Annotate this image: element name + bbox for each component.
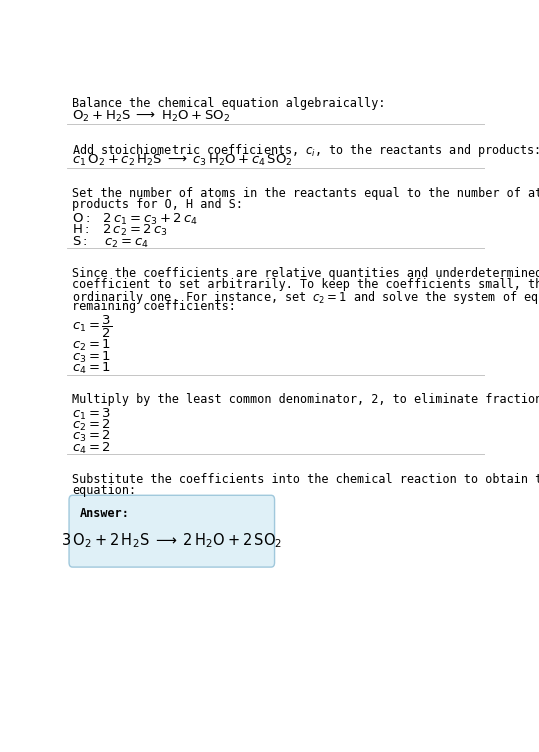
Text: Substitute the coefficients into the chemical reaction to obtain the balanced: Substitute the coefficients into the che… bbox=[72, 473, 539, 486]
Text: $c_3 = 1$: $c_3 = 1$ bbox=[72, 350, 112, 365]
Text: products for O, H and S:: products for O, H and S: bbox=[72, 199, 244, 211]
Text: $c_1\,\mathrm{O_2} + c_2\,\mathrm{H_2S} \;\longrightarrow\; c_3\,\mathrm{H_2O} +: $c_1\,\mathrm{O_2} + c_2\,\mathrm{H_2S} … bbox=[72, 153, 293, 168]
Text: Balance the chemical equation algebraically:: Balance the chemical equation algebraica… bbox=[72, 97, 386, 111]
Text: equation:: equation: bbox=[72, 484, 136, 497]
Text: remaining coefficients:: remaining coefficients: bbox=[72, 301, 236, 314]
Text: Multiply by the least common denominator, 2, to eliminate fractional coefficient: Multiply by the least common denominator… bbox=[72, 393, 539, 406]
Text: $c_2 = 2$: $c_2 = 2$ bbox=[72, 418, 112, 433]
Text: $c_1 = \dfrac{3}{2}$: $c_1 = \dfrac{3}{2}$ bbox=[72, 314, 113, 340]
Text: ordinarily one. For instance, set $c_2 = 1$ and solve the system of equations fo: ordinarily one. For instance, set $c_2 =… bbox=[72, 289, 539, 306]
Text: $c_4 = 2$: $c_4 = 2$ bbox=[72, 441, 112, 456]
Text: $\mathrm{O_2 + H_2S} \;\longrightarrow\; \mathrm{H_2O + SO_2}$: $\mathrm{O_2 + H_2S} \;\longrightarrow\;… bbox=[72, 108, 231, 123]
Text: $c_4 = 1$: $c_4 = 1$ bbox=[72, 361, 112, 376]
Text: $c_3 = 2$: $c_3 = 2$ bbox=[72, 429, 112, 444]
Text: Set the number of atoms in the reactants equal to the number of atoms in the: Set the number of atoms in the reactants… bbox=[72, 187, 539, 200]
Text: $c_2 = 1$: $c_2 = 1$ bbox=[72, 338, 112, 353]
Text: $c_1 = 3$: $c_1 = 3$ bbox=[72, 407, 112, 422]
Text: $\mathrm{S{:}}\;\;\;\;c_2 = c_4$: $\mathrm{S{:}}\;\;\;\;c_2 = c_4$ bbox=[72, 235, 149, 250]
Text: Add stoichiometric coefficients, $c_i$, to the reactants and products:: Add stoichiometric coefficients, $c_i$, … bbox=[72, 142, 539, 159]
Text: $\mathrm{H{:}}\;\;\;2\,c_2 = 2\,c_3$: $\mathrm{H{:}}\;\;\;2\,c_2 = 2\,c_3$ bbox=[72, 223, 168, 238]
Text: coefficient to set arbitrarily. To keep the coefficients small, the arbitrary va: coefficient to set arbitrarily. To keep … bbox=[72, 277, 539, 291]
Text: Since the coefficients are relative quantities and underdetermined, choose a: Since the coefficients are relative quan… bbox=[72, 266, 539, 280]
Text: Answer:: Answer: bbox=[80, 507, 130, 520]
Text: $\mathrm{O{:}}\;\;\;2\,c_1 = c_3 + 2\,c_4$: $\mathrm{O{:}}\;\;\;2\,c_1 = c_3 + 2\,c_… bbox=[72, 212, 198, 227]
FancyBboxPatch shape bbox=[69, 496, 274, 567]
Text: $3\,\mathrm{O_2} + 2\,\mathrm{H_2S} \;\longrightarrow\; 2\,\mathrm{H_2O} + 2\,\m: $3\,\mathrm{O_2} + 2\,\mathrm{H_2S} \;\l… bbox=[61, 532, 282, 550]
